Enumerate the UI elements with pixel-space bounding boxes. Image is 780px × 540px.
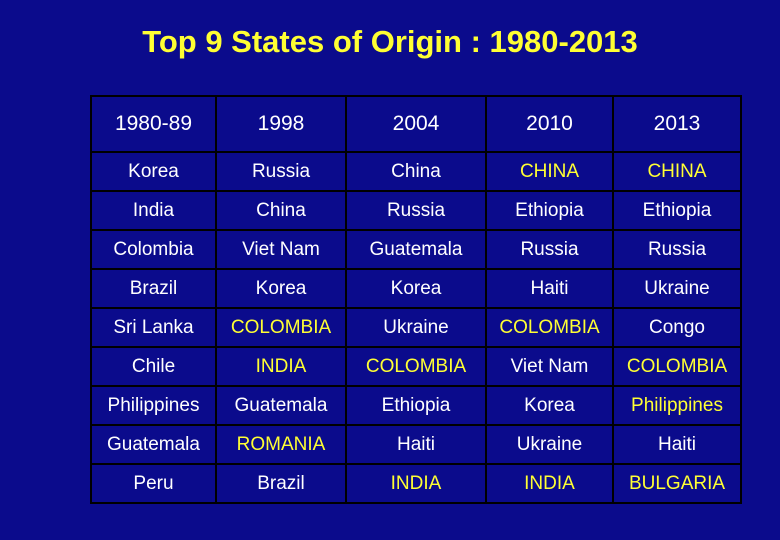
table-cell: Korea xyxy=(345,268,487,309)
table-cell: Guatemala xyxy=(215,385,347,426)
table-cell: Peru xyxy=(90,463,217,504)
table-cell: Brazil xyxy=(90,268,217,309)
table-cell: INDIA xyxy=(345,463,487,504)
table-cell: Sri Lanka xyxy=(90,307,217,348)
table-row: Guatemala ROMANIA Haiti Ukraine Haiti xyxy=(90,424,742,465)
table-cell: Ukraine xyxy=(612,268,742,309)
table-cell: Philippines xyxy=(612,385,742,426)
table-cell: Russia xyxy=(612,229,742,270)
table-cell: Korea xyxy=(90,151,217,192)
table-cell: Viet Nam xyxy=(215,229,347,270)
header-row: 1980-89 1998 2004 2010 2013 xyxy=(90,95,742,153)
table-cell: INDIA xyxy=(485,463,614,504)
slide-title: Top 9 States of Origin : 1980-2013 xyxy=(142,24,638,59)
table-cell: Ukraine xyxy=(345,307,487,348)
table-cell: Viet Nam xyxy=(485,346,614,387)
table-row: Colombia Viet Nam Guatemala Russia Russia xyxy=(90,229,742,270)
table-cell: Ethiopia xyxy=(485,190,614,231)
column-header: 2004 xyxy=(345,95,487,153)
table-cell: Korea xyxy=(215,268,347,309)
table-cell: Ethiopia xyxy=(612,190,742,231)
origin-table: 1980-89 1998 2004 2010 2013 Korea Russia China… xyxy=(90,95,742,504)
table-cell: Russia xyxy=(345,190,487,231)
table-row: Peru Brazil INDIA INDIA BULGARIA xyxy=(90,463,742,504)
table-cell: BULGARIA xyxy=(612,463,742,504)
table-cell: COLOMBIA xyxy=(612,346,742,387)
table-cell: Ethiopia xyxy=(345,385,487,426)
table-cell: Philippines xyxy=(90,385,217,426)
table-cell: Haiti xyxy=(485,268,614,309)
table-row: Sri Lanka COLOMBIA Ukraine COLOMBIA Congo xyxy=(90,307,742,348)
table-cell: Chile xyxy=(90,346,217,387)
table-row: Chile INDIA COLOMBIA Viet Nam COLOMBIA xyxy=(90,346,742,387)
table-cell: Guatemala xyxy=(90,424,217,465)
table-cell: COLOMBIA xyxy=(345,346,487,387)
table-cell: COLOMBIA xyxy=(485,307,614,348)
table-cell: CHINA xyxy=(485,151,614,192)
table-body: Korea Russia China CHINA CHINA India China Russ… xyxy=(90,151,742,504)
table-cell: INDIA xyxy=(215,346,347,387)
table-cell: Haiti xyxy=(345,424,487,465)
table-cell: Colombia xyxy=(90,229,217,270)
table-cell: Haiti xyxy=(612,424,742,465)
table-row: Philippines Guatemala Ethiopia Korea Philipp… xyxy=(90,385,742,426)
table-row: India China Russia Ethiopia Ethiopia xyxy=(90,190,742,231)
table-cell: Korea xyxy=(485,385,614,426)
table-cell: China xyxy=(345,151,487,192)
table-cell: Guatemala xyxy=(345,229,487,270)
column-header: 2013 xyxy=(612,95,742,153)
table-cell: CHINA xyxy=(612,151,742,192)
column-header: 1980-89 xyxy=(90,95,217,153)
table-row: Brazil Korea Korea Haiti Ukraine xyxy=(90,268,742,309)
column-header: 1998 xyxy=(215,95,347,153)
table-cell: Brazil xyxy=(215,463,347,504)
table-cell: Russia xyxy=(485,229,614,270)
table-cell: ROMANIA xyxy=(215,424,347,465)
column-header: 2010 xyxy=(485,95,614,153)
table-row: Korea Russia China CHINA CHINA xyxy=(90,151,742,192)
table-cell: COLOMBIA xyxy=(215,307,347,348)
table-cell: Russia xyxy=(215,151,347,192)
table-cell: India xyxy=(90,190,217,231)
table-cell: China xyxy=(215,190,347,231)
table-cell: Congo xyxy=(612,307,742,348)
table-cell: Ukraine xyxy=(485,424,614,465)
